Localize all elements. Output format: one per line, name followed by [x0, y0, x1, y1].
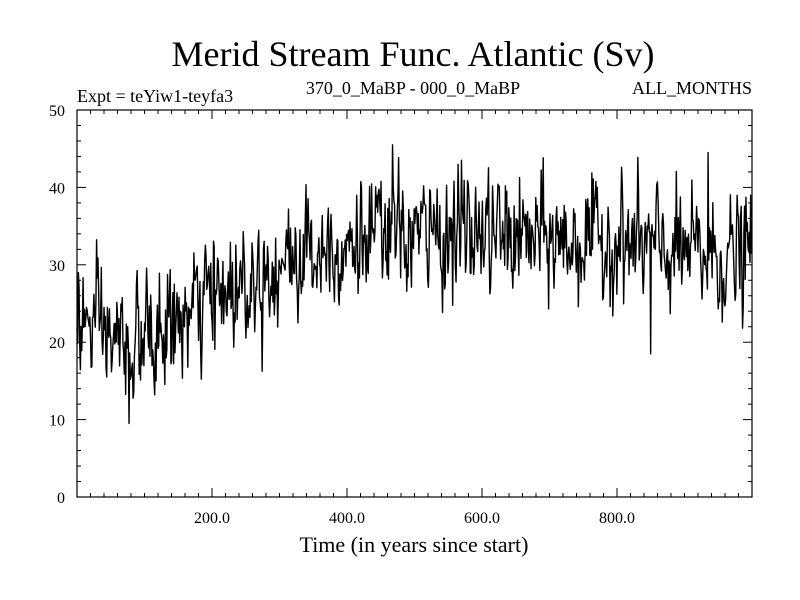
x-tick-label: 200.0 — [194, 510, 230, 527]
plot-area — [76, 144, 753, 425]
x-tick-label: 800.0 — [599, 510, 635, 527]
chart-title: Merid Stream Func. Atlantic (Sv) — [172, 34, 655, 74]
y-tick-label: 20 — [49, 335, 65, 352]
series-line — [76, 144, 753, 425]
experiment-label: Expt = teYiw1-teyfa3 — [77, 86, 233, 106]
y-tick-label: 10 — [49, 413, 65, 430]
x-tick-label: 400.0 — [329, 510, 365, 527]
y-tick-label: 0 — [57, 490, 65, 507]
y-tick-label: 50 — [49, 103, 65, 120]
y-axis: 0 10 20 30 40 50 — [49, 103, 752, 507]
x-tick-label: 600.0 — [464, 510, 500, 527]
months-label: ALL_MONTHS — [632, 78, 752, 98]
time-range-label: 370_0_MaBP - 000_0_MaBP — [306, 78, 520, 98]
y-tick-label: 40 — [49, 180, 65, 197]
x-axis-label: Time (in years since start) — [300, 532, 529, 557]
y-tick-label: 30 — [49, 258, 65, 275]
x-axis: 200.0 400.0 600.0 800.0 — [76, 110, 753, 527]
